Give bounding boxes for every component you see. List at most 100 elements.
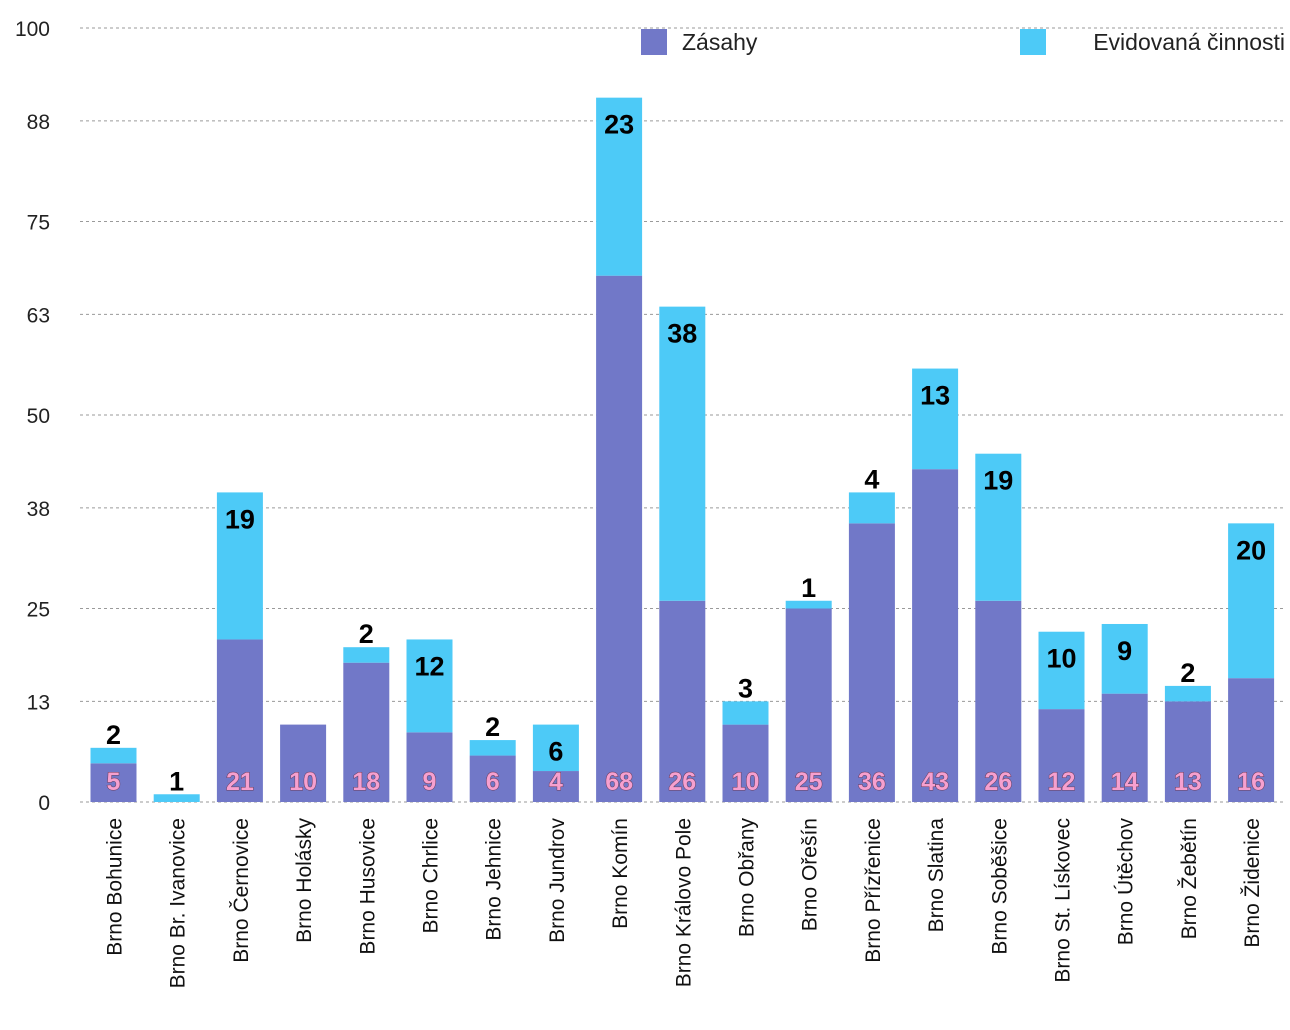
data-label-evidovana: 38 xyxy=(667,319,697,349)
x-category-label: Brno Jundrov xyxy=(546,818,569,943)
x-category-label: Brno Br. Ivanovice xyxy=(167,818,190,988)
bar-evidovana xyxy=(785,600,832,609)
x-category-label: Brno Ořešín xyxy=(799,818,822,931)
y-tick-label: 0 xyxy=(38,792,50,815)
y-tick-label: 25 xyxy=(27,599,50,622)
y-tick-label: 100 xyxy=(15,18,50,41)
bar-evidovana xyxy=(596,97,643,276)
bar-zasahy xyxy=(975,600,1022,802)
data-label-zasahy: 14 xyxy=(1111,768,1139,796)
bar-zasahy xyxy=(343,662,390,802)
data-label-zasahy: 68 xyxy=(605,768,633,796)
x-category-label: Brno Holásky xyxy=(293,818,316,943)
data-label-evidovana: 13 xyxy=(920,381,950,411)
data-label-evidovana: 23 xyxy=(604,110,634,140)
y-axis: 0 13 25 38 50 63 75 88 100 xyxy=(15,18,50,815)
bar-zasahy xyxy=(406,732,453,802)
y-tick-label: 38 xyxy=(27,498,50,521)
data-label-zasahy: 21 xyxy=(226,768,254,796)
data-label-zasahy: 12 xyxy=(1048,768,1076,796)
x-category-label: Brno Černovice xyxy=(230,818,253,963)
x-category-label: Brno Jehnice xyxy=(483,818,506,941)
legend-swatch-evidovana xyxy=(1020,29,1046,55)
x-category-label: Brno St. Lískovec xyxy=(1052,818,1075,983)
data-label-zasahy: 36 xyxy=(858,768,886,796)
bar-zasahy xyxy=(596,275,643,802)
data-label-zasahy: 26 xyxy=(984,768,1012,796)
data-label-evidovana: 9 xyxy=(1117,636,1132,666)
bar-zasahy xyxy=(722,724,769,802)
bar-evidovana xyxy=(469,740,516,756)
bar-evidovana xyxy=(216,492,263,640)
bar-zasahy xyxy=(90,763,137,802)
x-category-label: Brno Přízřenice xyxy=(862,818,885,963)
data-label-zasahy: 4 xyxy=(549,768,563,796)
data-label-zasahy: 5 xyxy=(107,768,121,796)
x-category-label: Brno Bohunice xyxy=(104,818,127,956)
bar-zasahy xyxy=(1038,709,1085,802)
y-tick-label: 88 xyxy=(27,111,50,134)
x-category-label: Brno Obřany xyxy=(736,818,759,938)
bar-evidovana xyxy=(1038,631,1085,710)
data-label-evidovana: 2 xyxy=(485,712,500,742)
bar-evidovana xyxy=(343,647,390,663)
bar-evidovana xyxy=(532,724,579,772)
data-label-zasahy: 10 xyxy=(289,768,317,796)
bar-zasahy xyxy=(280,724,327,802)
bar-zasahy xyxy=(848,523,895,802)
data-label-zasahy: 26 xyxy=(668,768,696,796)
data-label-evidovana: 4 xyxy=(864,464,879,494)
data-label-evidovana: 1 xyxy=(801,573,816,603)
bar-zasahy xyxy=(469,755,516,802)
bar-evidovana xyxy=(1101,623,1148,694)
x-category-label: Brno Komín xyxy=(609,818,632,929)
bar-evidovana xyxy=(722,701,769,725)
bar-zasahy xyxy=(532,771,579,802)
legend: Zásahy Evidovaná činnosti xyxy=(641,29,1285,55)
data-label-evidovana: 1 xyxy=(169,766,184,796)
bar-evidovana xyxy=(659,306,706,601)
data-label-evidovana: 3 xyxy=(738,673,753,703)
data-label-evidovana: 12 xyxy=(414,651,444,681)
legend-label-evidovana: Evidovaná činnosti xyxy=(1093,29,1285,55)
y-tick-label: 63 xyxy=(27,304,50,327)
data-label-evidovana: 19 xyxy=(983,466,1013,496)
bar-evidovana xyxy=(848,492,895,524)
x-category-label: Brno Chrlice xyxy=(420,818,443,934)
x-category-label: Brno Slatina xyxy=(925,818,948,933)
data-label-zasahy: 9 xyxy=(423,768,437,796)
data-label-zasahy: 13 xyxy=(1174,768,1202,796)
x-category-label: Brno Královo Pole xyxy=(672,818,695,987)
bar-evidovana xyxy=(90,747,137,764)
data-label-zasahy: 18 xyxy=(352,768,380,796)
data-label-zasahy: 25 xyxy=(795,768,823,796)
x-category-label: Brno Soběšice xyxy=(988,818,1011,955)
data-label-evidovana: 10 xyxy=(1046,644,1076,674)
data-label-evidovana: 19 xyxy=(225,504,255,534)
bar-zasahy xyxy=(1164,701,1211,802)
bar-evidovana xyxy=(1228,523,1275,679)
bar-zasahy xyxy=(912,469,959,802)
x-axis: Brno Bohunice Brno Br. Ivanovice Brno Čern… xyxy=(104,818,1265,989)
data-label-evidovana: 2 xyxy=(359,619,374,649)
bar-evidovana xyxy=(912,368,959,470)
data-label-evidovana: 2 xyxy=(106,720,121,750)
bar-zasahy xyxy=(1228,678,1275,802)
bar-evidovana xyxy=(153,794,200,802)
data-label-evidovana: 2 xyxy=(1180,658,1195,688)
x-category-label: Brno Husovice xyxy=(356,818,379,955)
bar-evidovana xyxy=(1164,685,1211,702)
data-label-zasahy: 6 xyxy=(486,768,500,796)
data-label-zasahy: 10 xyxy=(732,768,760,796)
legend-swatch-zasahy xyxy=(641,29,667,55)
data-label-evidovana: 6 xyxy=(548,737,563,767)
bar-zasahy xyxy=(1101,693,1148,802)
legend-label-zasahy: Zásahy xyxy=(682,29,758,55)
bar-evidovana xyxy=(975,453,1022,601)
bar-zasahy xyxy=(785,608,832,802)
y-tick-label: 75 xyxy=(27,212,50,235)
x-category-label: Brno Útěchov xyxy=(1115,818,1138,946)
x-category-label: Brno Židenice xyxy=(1241,818,1264,948)
